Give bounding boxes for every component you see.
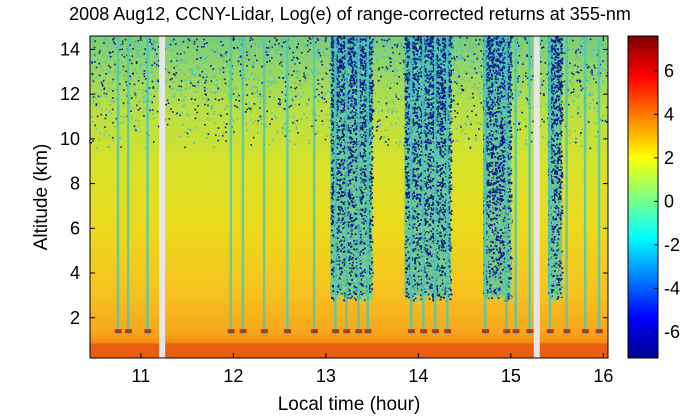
data-gaps: [159, 36, 540, 358]
x-axis-label: Local time (hour): [278, 394, 421, 415]
x-tick-label: 16: [593, 366, 613, 386]
chart-title: 2008 Aug12, CCNY-Lidar, Log(e) of range-…: [69, 4, 631, 24]
colorbar: [627, 35, 659, 359]
x-tick-label: 11: [132, 366, 151, 386]
x-tick-label: 15: [501, 366, 521, 386]
y-tick-label: 8: [70, 174, 80, 194]
colorbar-tick-label: 2: [664, 148, 674, 168]
y-axis-label: Altitude (km): [31, 144, 52, 251]
colorbar-tick-label: 0: [664, 191, 674, 211]
cloud-streaks: [114, 36, 603, 336]
y-tick-label: 6: [70, 218, 80, 238]
plot-area: [90, 36, 608, 358]
x-tick-label: 12: [223, 366, 243, 386]
plot-frame: [89, 35, 609, 359]
surface-layer: [90, 343, 608, 358]
y-tick-label: 2: [70, 308, 80, 328]
colorbar-tick-label: -4: [664, 278, 680, 298]
y-tick-label: 14: [60, 39, 80, 59]
colorbar-tick-label: 4: [664, 104, 674, 124]
x-tick-label: 14: [408, 366, 428, 386]
colorbar-tick-label: -6: [664, 322, 680, 342]
y-tick-label: 4: [70, 263, 80, 283]
axes: 11 12 13 14 15 16 2 4 6 8 10 12 14: [60, 36, 613, 386]
y-tick-label: 10: [60, 129, 80, 149]
x-tick-label: 13: [316, 366, 336, 386]
colorbar-tick-label: -2: [664, 235, 680, 255]
colorbar-axis: 6 4 2 0 -2 -4 -6: [654, 61, 680, 342]
colorbar-tick-label: 6: [664, 61, 674, 81]
y-tick-label: 12: [60, 84, 80, 104]
